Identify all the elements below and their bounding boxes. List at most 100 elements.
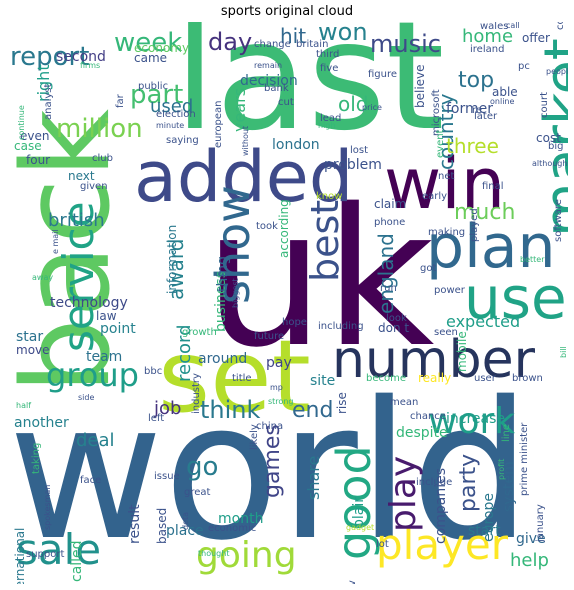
cloud-word: job (154, 398, 182, 419)
cloud-word: face (80, 475, 102, 486)
cloud-word: much (454, 200, 516, 225)
cloud-word: start (468, 523, 501, 539)
cloud-word: likely (249, 424, 260, 450)
cloud-word: got (420, 263, 437, 274)
cloud-word: analyst (43, 83, 54, 120)
cloud-word: believe (413, 64, 427, 108)
cloud-word: gadget (346, 523, 375, 532)
cloud-word: give (516, 531, 546, 547)
cloud-word: change (254, 39, 291, 50)
cloud-word: great (184, 487, 211, 498)
cloud-word: music (370, 30, 441, 58)
cloud-word: result (127, 504, 143, 544)
cloud-word: strong (268, 397, 294, 406)
cloud-word: brown (512, 373, 543, 384)
cloud-word: later (474, 111, 498, 122)
cloud-word: wales (480, 22, 509, 32)
cloud-word: end (292, 398, 334, 423)
cloud-word: offer (522, 31, 550, 45)
cloud-word: ireland (470, 44, 505, 55)
cloud-word: group (46, 356, 139, 394)
cloud-word: old (338, 92, 369, 116)
cloud-word: part (130, 80, 184, 110)
cloud-word: despite (396, 425, 448, 441)
cloud-word: firms (80, 61, 101, 70)
cloud-word: best (303, 199, 347, 282)
cloud-word: case (14, 139, 42, 153)
cloud-word: tv (347, 580, 358, 584)
cloud-word: half (16, 401, 32, 410)
cloud-word: home (462, 26, 514, 47)
cloud-word: next (68, 169, 95, 183)
cloud-word: lead (320, 113, 342, 124)
cloud-word: taking (31, 442, 42, 474)
cloud-word: based (155, 507, 169, 544)
cloud-word: another (14, 415, 69, 431)
cloud-word: e mail (51, 229, 60, 254)
cloud-word: move (16, 343, 50, 357)
cloud-word: support (26, 549, 65, 560)
cloud-word: third (316, 49, 340, 60)
cloud-word: thought (198, 549, 230, 558)
cloud-word: without (241, 125, 250, 156)
cloud-word: used (150, 96, 194, 117)
cloud-word: london (272, 137, 320, 153)
cloud-word: even (20, 129, 50, 143)
cloud-word: continue (17, 105, 26, 140)
cloud-word: party (456, 453, 481, 512)
cloud-word: election (156, 109, 196, 120)
cloud-word: law (96, 309, 117, 323)
cloud-word: economic (208, 523, 257, 534)
cloud-word: according (277, 199, 291, 258)
cloud-word: day (208, 28, 253, 56)
cloud-word: played (469, 208, 480, 242)
cloud-word: england (374, 233, 398, 314)
cloud-word: hope (282, 317, 307, 328)
cloud-word: run (380, 283, 397, 294)
cloud-word: around (198, 351, 248, 367)
cloud-word: computer (555, 22, 566, 30)
cloud-word: spokesman (43, 484, 52, 530)
cloud-word: work (428, 401, 516, 442)
cloud-word: three (446, 134, 499, 158)
cloud-word: sale (16, 525, 102, 574)
cloud-word: point (100, 321, 136, 337)
cloud-word: big (548, 141, 564, 152)
cloud-word: number (332, 330, 535, 390)
cloud-word: increase (446, 411, 506, 427)
cloud-word: star (16, 329, 44, 345)
cloud-word: better (520, 255, 545, 264)
cloud-word: don t (378, 321, 410, 335)
cloud-word: including (318, 321, 364, 332)
cloud-word: able (492, 85, 518, 99)
cloud-word: call (506, 22, 520, 30)
cloud-word: early (422, 191, 448, 202)
cloud-word: second (56, 49, 106, 65)
cloud-word: hit (280, 24, 307, 48)
cloud-word: bank (264, 83, 289, 94)
cloud-word: use (464, 264, 567, 332)
cloud-word: prime minister (519, 422, 530, 496)
cloud-word: cost (536, 131, 561, 145)
cloud-word: online (490, 97, 515, 106)
cloud-word: set (158, 318, 311, 435)
cloud-word: saying (166, 135, 199, 146)
cloud-word: given (80, 181, 108, 192)
cloud-word: share (304, 455, 323, 500)
cloud-word: million (56, 114, 143, 144)
cloud-word: world (8, 361, 532, 582)
cloud-word: former (446, 101, 494, 117)
cloud-word: decision (240, 73, 298, 89)
cloud-word: five (320, 63, 339, 74)
cloud-word: team (86, 349, 123, 365)
cloud-word: net (438, 171, 455, 182)
cloud-word: thing (215, 255, 231, 292)
cloud-word: biggest (231, 278, 240, 308)
cloud-word: include (416, 477, 453, 488)
cloud-word: mp (270, 383, 283, 392)
cloud-word: problem (324, 157, 382, 173)
cloud-word: really (418, 371, 452, 385)
cloud-word: know (316, 191, 343, 202)
cloud-word: go (186, 452, 219, 482)
cloud-word: look (386, 313, 407, 324)
